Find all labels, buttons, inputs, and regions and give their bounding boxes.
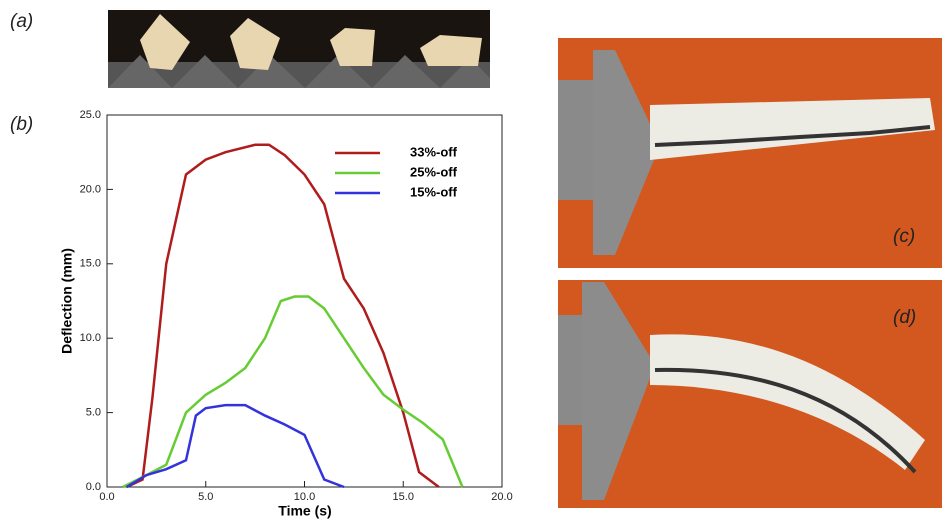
data-line — [127, 145, 439, 487]
x-tick-label: 20.0 — [491, 491, 512, 503]
photo-c — [558, 38, 942, 268]
legend-label: 33%-off — [410, 144, 458, 159]
y-tick-label: 25.0 — [80, 109, 101, 121]
y-tick-label: 0.0 — [86, 481, 101, 493]
figure: (a) (b) (c) (d) Time (s) Deflection (mm)… — [0, 0, 945, 522]
panel-label: (a) — [10, 11, 33, 32]
y-tick-label: 10.0 — [80, 332, 101, 344]
legend-label: 25%-off — [410, 164, 458, 179]
x-axis-title: Time (s) — [278, 503, 331, 519]
y-axis-title: Deflection (mm) — [59, 248, 75, 354]
panel-label: (b) — [10, 114, 33, 135]
x-tick-label: 10.0 — [294, 491, 315, 503]
x-tick-label: 5.0 — [198, 491, 213, 503]
y-tick-label: 15.0 — [80, 258, 101, 270]
data-line — [127, 405, 344, 487]
y-tick-label: 5.0 — [86, 407, 101, 419]
data-line — [123, 297, 463, 487]
photo-d — [558, 280, 942, 508]
legend-label: 15%-off — [410, 184, 458, 199]
panel-label: (c) — [893, 226, 915, 247]
y-tick-label: 20.0 — [80, 183, 101, 195]
x-tick-label: 15.0 — [393, 491, 414, 503]
panel-label: (d) — [893, 307, 916, 328]
photo-a — [108, 10, 490, 88]
x-tick-label: 0.0 — [99, 491, 114, 503]
